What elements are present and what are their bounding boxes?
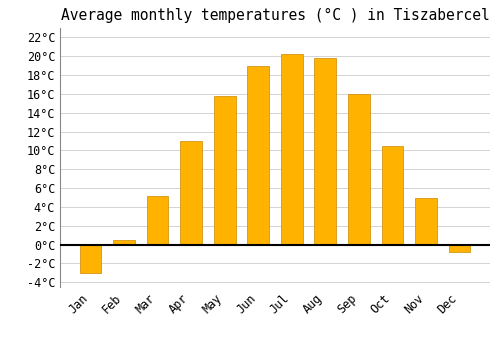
Bar <box>113 240 135 245</box>
Bar <box>382 146 404 245</box>
Bar <box>415 198 437 245</box>
Bar <box>314 58 336 245</box>
Bar <box>348 94 370 245</box>
Bar <box>180 141 202 245</box>
Bar <box>248 66 269 245</box>
Bar <box>448 245 470 252</box>
Title: Average monthly temperatures (°C ) in Tiszabercel: Average monthly temperatures (°C ) in Ti… <box>60 8 490 23</box>
Bar <box>80 245 102 273</box>
Bar <box>214 96 236 245</box>
Bar <box>146 196 169 245</box>
Bar <box>281 54 302 245</box>
